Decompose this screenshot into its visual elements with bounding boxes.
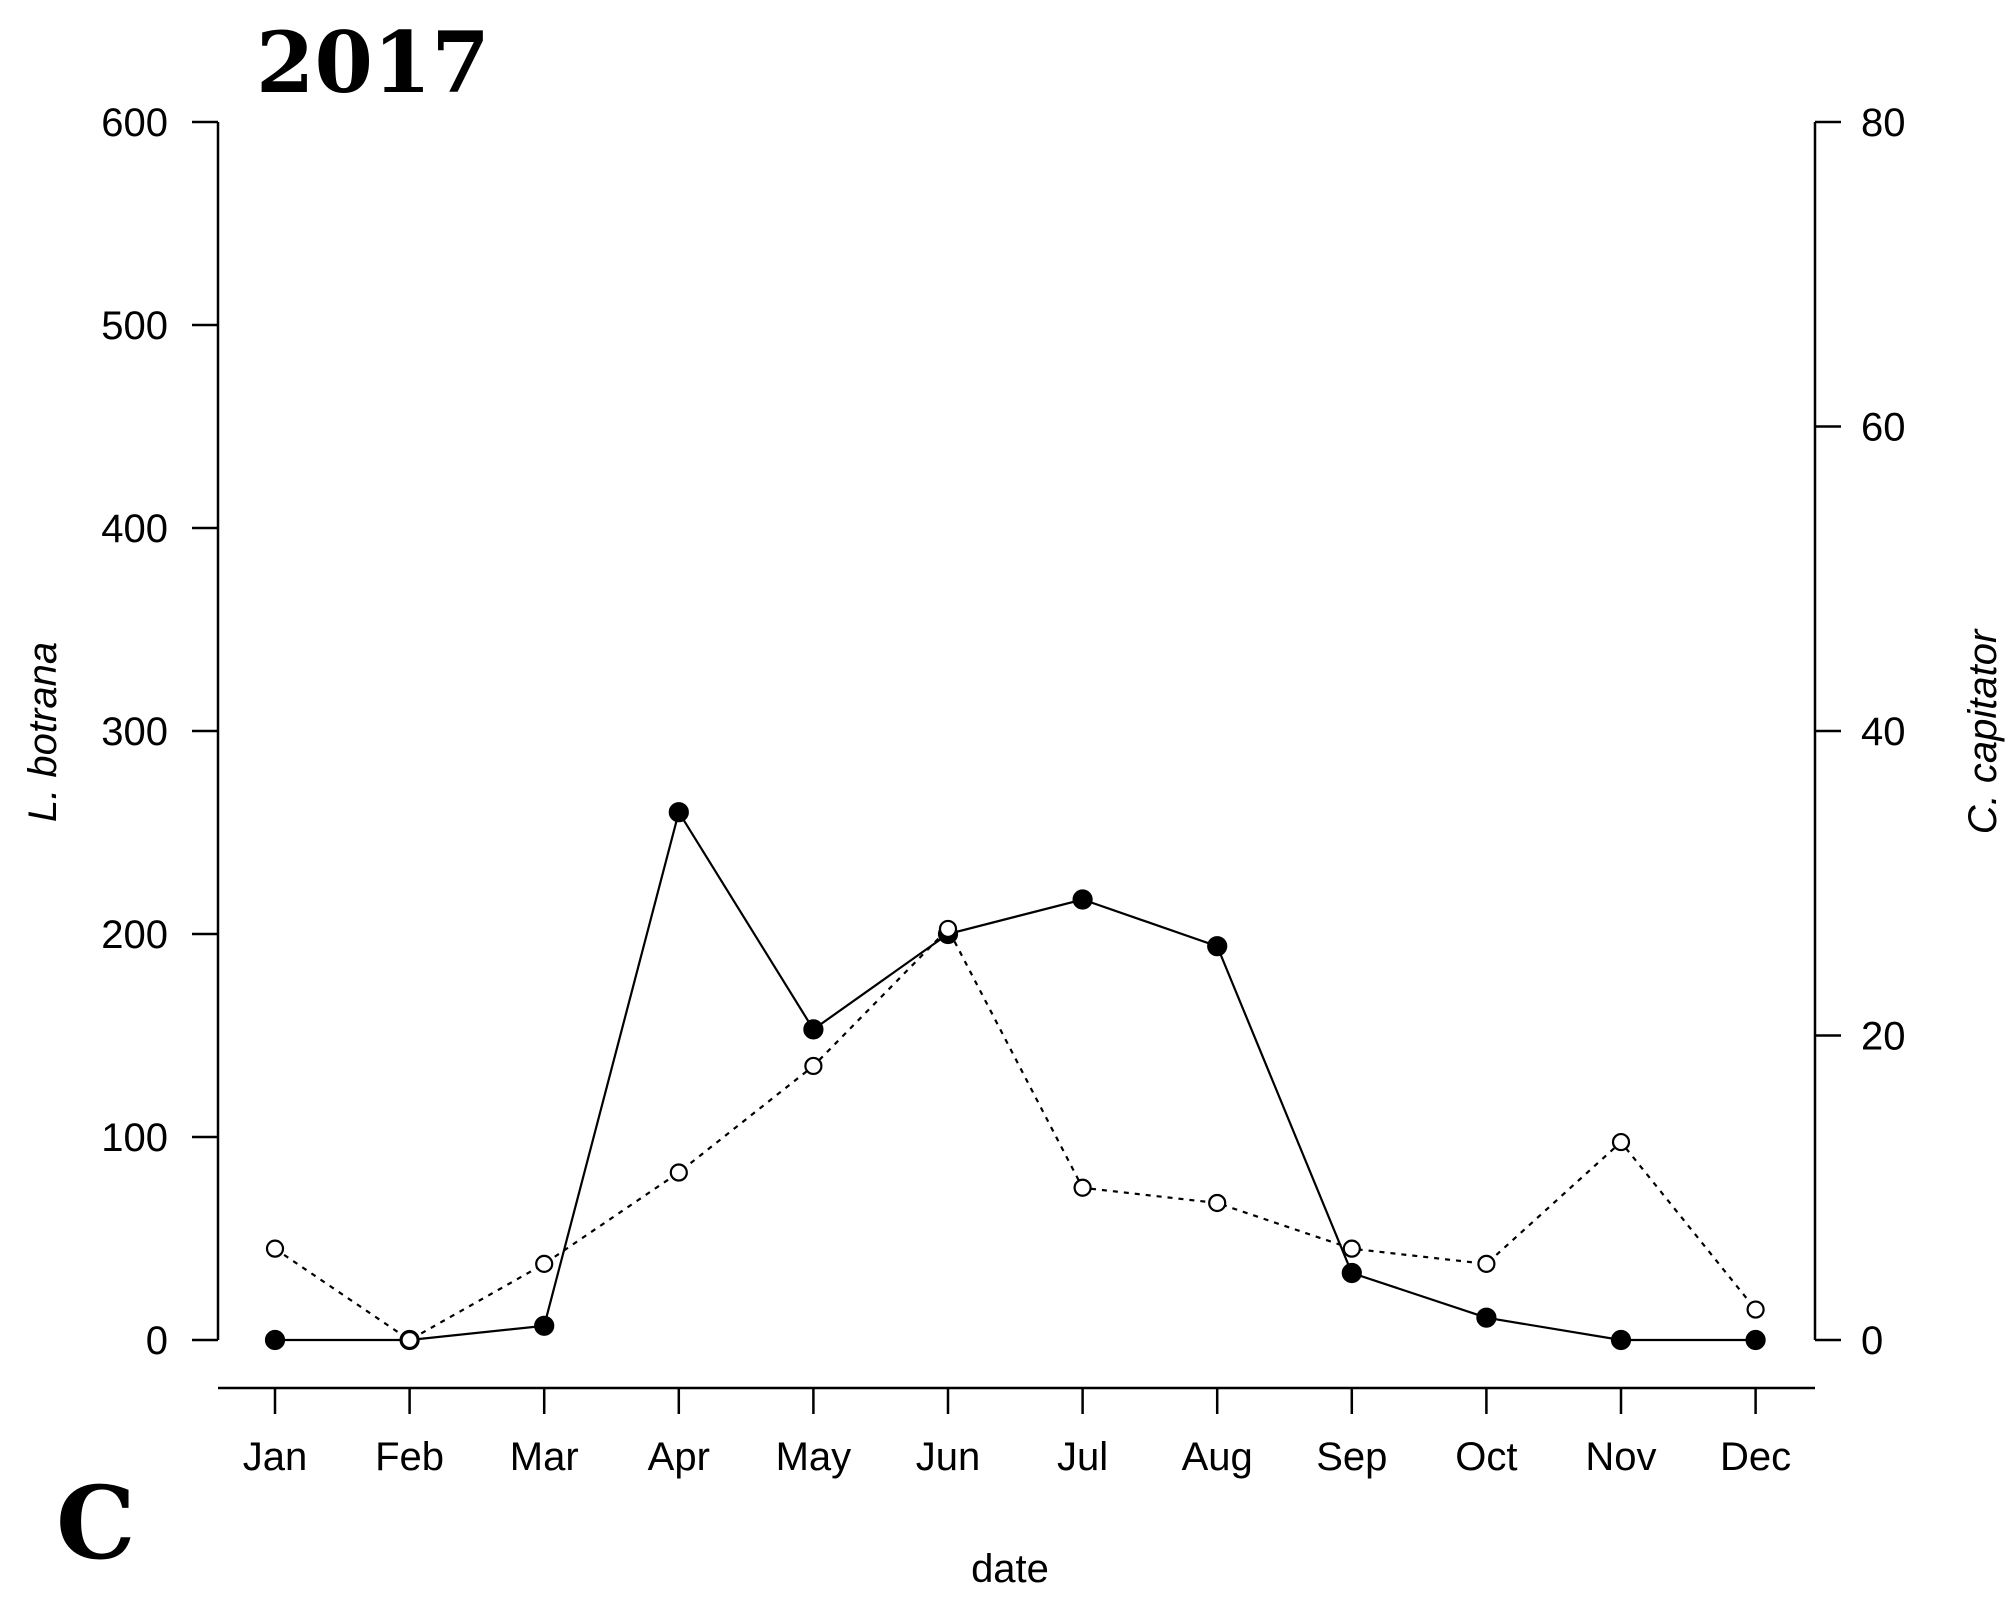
series-2-point bbox=[1746, 1300, 1765, 1319]
series-2-point bbox=[1073, 1178, 1092, 1197]
right-axis-tick-label: 40 bbox=[1861, 710, 1906, 754]
left-axis-tick-label: 600 bbox=[101, 101, 168, 145]
series-2-point bbox=[265, 1239, 285, 1258]
series-1-point bbox=[534, 1315, 555, 1336]
series-1-point bbox=[1207, 936, 1228, 957]
left-axis-tick-label: 100 bbox=[101, 1116, 168, 1160]
left-axis-tick-label: 200 bbox=[101, 913, 168, 957]
series-2-line bbox=[274, 927, 1757, 1342]
x-axis-tick-label: Aug bbox=[1182, 1435, 1253, 1479]
left-axis-tick-label: 400 bbox=[101, 507, 168, 551]
series-1-line bbox=[275, 809, 1756, 1342]
series-2-point bbox=[1477, 1254, 1496, 1273]
x-axis-tick-label: Oct bbox=[1455, 1435, 1517, 1479]
x-axis-tick-label: Jul bbox=[1057, 1435, 1108, 1479]
left-axis-title: L. botrana bbox=[21, 642, 65, 822]
series-1-point bbox=[1476, 1307, 1497, 1328]
x-axis-title: date bbox=[971, 1547, 1049, 1591]
series-2-point bbox=[1208, 1193, 1227, 1213]
series-layer bbox=[264, 802, 1766, 1351]
left-axis-tick-label: 500 bbox=[101, 304, 168, 348]
series-2-point bbox=[1342, 1239, 1361, 1258]
series-2-point bbox=[669, 1163, 688, 1182]
x-axis-tick-label: May bbox=[776, 1435, 852, 1479]
series-2-point bbox=[938, 919, 958, 939]
left-axis-tick-label: 0 bbox=[146, 1319, 168, 1363]
series-1-point bbox=[803, 1019, 824, 1040]
left-axis-tick-label: 300 bbox=[101, 710, 168, 754]
series-2-point bbox=[804, 1056, 823, 1076]
series-1-point bbox=[264, 1329, 286, 1351]
x-axis-tick-label: Sep bbox=[1316, 1435, 1387, 1479]
x-axis-tick-label: Feb bbox=[375, 1435, 444, 1479]
series-2-point bbox=[535, 1254, 554, 1273]
right-axis-tick-label: 60 bbox=[1861, 406, 1906, 450]
panel-letter: C bbox=[56, 1464, 136, 1582]
x-axis-tick-label: Apr bbox=[648, 1435, 710, 1479]
x-axis-tick-label: Jan bbox=[243, 1435, 308, 1479]
x-axis-tick-label: Mar bbox=[510, 1435, 579, 1479]
series-1-point bbox=[1610, 1329, 1632, 1351]
series-2-point bbox=[1611, 1132, 1631, 1152]
series-1-point bbox=[1745, 1329, 1766, 1351]
x-axis-tick-label: Dec bbox=[1720, 1435, 1791, 1479]
right-axis-tick-label: 20 bbox=[1861, 1015, 1906, 1059]
right-axis-title: C. capitator bbox=[1961, 628, 2005, 834]
series-1-point bbox=[1072, 889, 1093, 910]
series-1-point bbox=[1341, 1262, 1362, 1284]
right-axis-tick-label: 0 bbox=[1861, 1319, 1883, 1363]
chart-title: 2017 bbox=[256, 13, 490, 112]
series-2-point bbox=[400, 1330, 419, 1350]
axes-layer: 0 100 200 300 400 500 600 0 20 40 60 80 Jan Feb Mar Apr… bbox=[101, 101, 1905, 1479]
right-axis-tick-label: 80 bbox=[1861, 101, 1906, 145]
series-1-point bbox=[668, 802, 689, 823]
x-axis-tick-label: Jun bbox=[916, 1435, 981, 1479]
x-axis-tick-label: Nov bbox=[1585, 1435, 1656, 1479]
